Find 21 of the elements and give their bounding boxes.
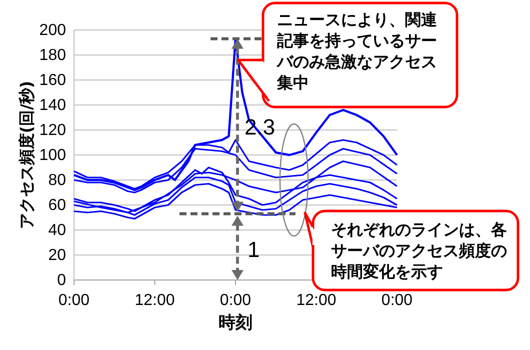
y-tick-label: 80 xyxy=(48,172,66,189)
y-tick-label: 200 xyxy=(39,22,66,39)
y-axis-title: アクセス頻度(回/秒) xyxy=(17,80,36,230)
y-tick-label: 140 xyxy=(39,97,66,114)
y-tick-label: 120 xyxy=(39,122,66,139)
y-tick-label: 160 xyxy=(39,72,66,89)
annotation: それぞれのラインは、各サーバのアクセス頻度の時間変化を示す xyxy=(331,219,508,282)
y-tick-label: 40 xyxy=(48,222,66,239)
x-tick-label: 0:00 xyxy=(58,292,90,309)
y-tick-label: 60 xyxy=(48,197,66,214)
y-tick-label: 180 xyxy=(39,47,66,64)
annotation: 1 xyxy=(248,236,260,262)
annotation: ニュースにより、関連記事を持っているサーバのみ急激なアクセス集中 xyxy=(277,9,438,93)
x-axis-title: 時刻 xyxy=(218,313,252,333)
y-tick-label: 20 xyxy=(48,247,66,264)
x-tick-label: 12:00 xyxy=(134,292,175,309)
x-tick-label: 0:00 xyxy=(220,292,252,309)
y-tick-label: 0 xyxy=(57,272,66,289)
x-tick-label: 0:00 xyxy=(381,292,413,309)
x-tick-label: 12:00 xyxy=(296,292,336,309)
y-tick-label: 100 xyxy=(39,147,66,164)
